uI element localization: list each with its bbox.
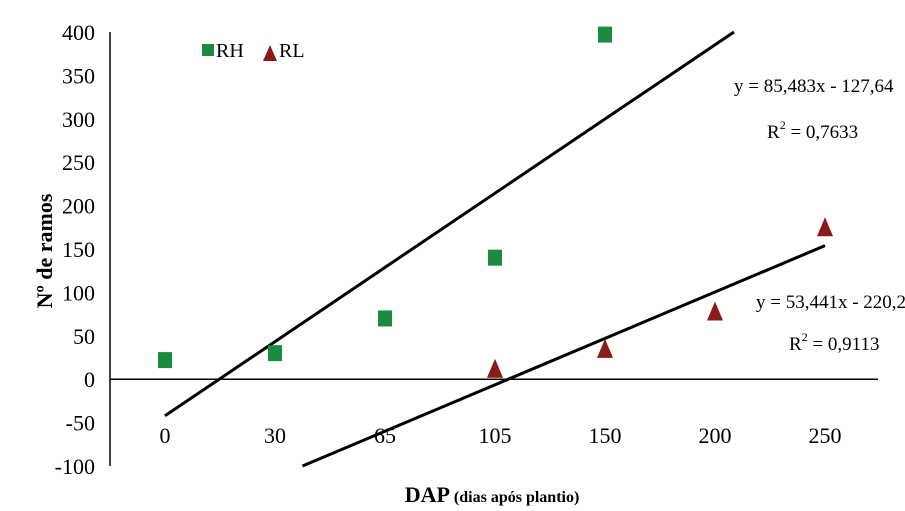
point-rh: [268, 345, 282, 362]
r2-rh-text: R2 = 0,7633: [767, 118, 858, 143]
r2-rl-label: R: [789, 334, 802, 355]
equation-rh: y = 85,483x - 127,64 R2 = 0,7633: [734, 76, 894, 143]
point-rl: [597, 338, 613, 358]
data-markers: [158, 26, 833, 378]
y-tick-label: -50: [66, 411, 95, 436]
point-rl: [707, 301, 723, 321]
legend-swatch-rl: [263, 45, 277, 61]
point-rh: [158, 352, 172, 369]
point-rl: [817, 217, 833, 237]
y-tick-label: 0: [84, 367, 95, 392]
y-tick-label: 200: [62, 194, 95, 219]
trendline-rl: [301, 244, 826, 468]
y-tick-label: 300: [62, 107, 95, 132]
point-rl: [487, 358, 503, 378]
x-axis-title-sub: (dias após plantio): [454, 489, 579, 506]
r2-rh-value: = 0,7633: [786, 122, 858, 143]
y-tick-label: 50: [73, 324, 95, 349]
equation-rl: y = 53,441x - 220,21 R2 = 0,9113: [756, 292, 905, 355]
y-tick-label: -100: [55, 454, 95, 479]
point-rh: [598, 26, 612, 43]
equation-rl-text: y = 53,441x - 220,21: [756, 292, 905, 313]
r2-rl-value: = 0,9113: [808, 334, 880, 355]
x-tick-label: 105: [479, 423, 512, 448]
trendline-rh: [164, 30, 735, 418]
x-tick-label: 30: [264, 423, 286, 448]
x-axis-title: DAP (dias após plantio): [405, 482, 580, 507]
r2-rl-text: R2 = 0,9113: [789, 330, 879, 355]
y-axis-title: Nº de ramos: [32, 193, 57, 308]
x-tick-label: 0: [160, 423, 171, 448]
r2-rh-superscript: 2: [780, 118, 786, 132]
x-tick-label: 200: [699, 423, 732, 448]
legend-label-rh: RH: [216, 40, 244, 62]
x-axis-title-main: DAP: [405, 482, 450, 507]
point-rh: [488, 249, 502, 266]
y-tick-label: 250: [62, 150, 95, 175]
legend-label-rl: RL: [279, 40, 305, 62]
y-tick-label: 150: [62, 237, 95, 262]
x-tick-labels: 0 30 65 105 150 200 250: [160, 423, 842, 448]
r2-rl-superscript: 2: [802, 330, 808, 344]
legend-swatch-rh: [202, 44, 214, 56]
r2-rh-label: R: [767, 122, 780, 143]
legend: RH RL: [202, 40, 305, 62]
x-tick-label: 250: [809, 423, 842, 448]
y-tick-labels: 400 350 300 250 200 150 100 50 0 -50 -100: [55, 20, 95, 479]
x-tick-label: 150: [589, 423, 622, 448]
y-tick-label: 100: [62, 280, 95, 305]
y-tick-label: 400: [62, 20, 95, 45]
y-tick-label: 350: [62, 63, 95, 88]
equation-rh-text: y = 85,483x - 127,64: [734, 76, 894, 97]
point-rh: [378, 310, 392, 327]
trendlines: [164, 30, 826, 468]
